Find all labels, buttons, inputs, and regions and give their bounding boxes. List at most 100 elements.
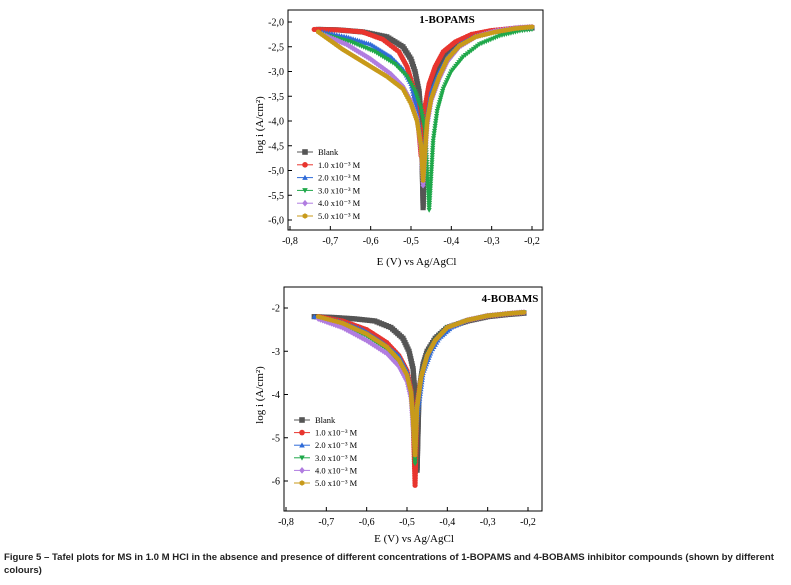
data-point	[426, 208, 432, 213]
x-tick-label: -0,5	[403, 236, 419, 247]
y-tick-label: -5,5	[268, 191, 284, 202]
data-point	[411, 96, 418, 101]
legend-label: 2.0 x10⁻³ M	[315, 440, 358, 450]
data-point	[431, 128, 438, 134]
data-point	[430, 136, 437, 141]
x-tick-label: -0,6	[363, 236, 379, 247]
legend-label: 1.0 x10⁻³ M	[318, 160, 361, 170]
data-point	[419, 111, 425, 117]
legend-label: 2.0 x10⁻³ M	[318, 173, 361, 183]
x-tick-label: -0,4	[443, 236, 459, 247]
data-point	[429, 153, 435, 158]
data-point	[432, 123, 438, 129]
legend-label: Blank	[318, 147, 339, 157]
data-point	[427, 193, 433, 199]
figure-canvas: -0,8 -0,7 -0,6 -0,5 -0,4 -0,3 -0,2 -2,0 -2,5 -3,0…	[254, 9, 544, 545]
data-point	[364, 337, 370, 344]
data-point	[400, 371, 407, 379]
data-point	[427, 188, 433, 194]
data-point	[355, 48, 362, 55]
data-point	[355, 332, 361, 339]
legend-marker	[299, 467, 305, 474]
y-tick-label: -4	[272, 390, 280, 401]
y-tick-label: -4,0	[268, 117, 284, 128]
data-point	[412, 98, 418, 104]
plot-frame	[287, 9, 544, 231]
legend-marker	[299, 417, 305, 423]
data-point	[362, 52, 368, 59]
legend-label: 3.0 x10⁻³ M	[318, 185, 361, 195]
x-tick-label: -0,2	[520, 517, 536, 528]
chart-1-bopams: -0,8 -0,7 -0,6 -0,5 -0,4 -0,3 -0,2 -2,0 -2,5 -3,0…	[254, 9, 544, 268]
series-6	[315, 24, 535, 183]
x-tick-label: -0,2	[524, 236, 540, 247]
data-point	[337, 38, 343, 45]
data-point	[418, 109, 425, 114]
data-point	[411, 93, 417, 99]
x-tick-label: -0,4	[439, 517, 455, 528]
x-axis-title: E (V) vs Ag/AgCl	[377, 256, 457, 268]
data-point	[384, 57, 390, 62]
x-tick-label: -0,7	[318, 517, 334, 528]
data-point	[386, 58, 392, 63]
data-point	[388, 70, 394, 78]
data-point	[529, 24, 535, 30]
data-point	[412, 461, 418, 467]
legend-marker	[299, 442, 305, 448]
data-point	[427, 191, 433, 196]
data-point	[387, 353, 393, 361]
data-point	[432, 126, 438, 132]
data-point	[353, 47, 360, 54]
y-tick-label: -6,0	[268, 216, 284, 227]
x-tick-label: -0,8	[282, 236, 298, 247]
x-tick-label: -0,3	[480, 517, 496, 528]
legend-label: 3.0 x10⁻³ M	[315, 453, 358, 463]
data-point	[366, 338, 372, 345]
data-point	[418, 106, 424, 112]
legend-marker	[299, 429, 305, 436]
legend-marker	[302, 162, 308, 168]
data-point	[432, 121, 439, 127]
data-point	[424, 174, 431, 180]
data-point	[429, 162, 435, 168]
y-tick-label: -5	[272, 433, 280, 444]
y-axis-title: log i (A/cm²)	[254, 366, 266, 424]
x-axis-title: E (V) vs Ag/AgCl	[374, 533, 454, 545]
data-point	[429, 155, 435, 161]
data-point	[419, 113, 426, 119]
legend-marker	[302, 188, 308, 194]
legend-marker	[302, 199, 308, 207]
data-point	[426, 203, 433, 208]
data-point	[433, 116, 439, 122]
data-point	[342, 325, 348, 332]
y-tick-label: -3,5	[268, 92, 284, 103]
data-point	[385, 352, 392, 359]
legend-marker	[302, 174, 308, 180]
data-point	[429, 157, 435, 163]
data-point	[384, 67, 390, 75]
figure-caption: Figure 5 – Tafel plots for MS in 1.0 M H…	[4, 552, 774, 576]
chart-title: 1-BOPAMS	[419, 14, 474, 26]
data-point	[431, 131, 437, 136]
data-point	[428, 167, 435, 173]
data-point	[434, 111, 440, 117]
data-point	[427, 184, 434, 189]
data-point	[430, 143, 436, 149]
data-point	[521, 309, 527, 315]
data-point	[433, 118, 439, 124]
data-point	[372, 49, 378, 55]
data-point	[429, 165, 435, 170]
data-point	[428, 181, 434, 187]
data-point	[335, 37, 341, 44]
data-point	[380, 54, 386, 60]
data-point	[380, 347, 386, 354]
y-tick-label: -4,5	[268, 141, 284, 152]
data-point	[428, 169, 434, 175]
data-point	[431, 133, 437, 139]
y-tick-label: -6	[272, 477, 280, 488]
data-point	[412, 456, 418, 462]
data-point	[370, 57, 376, 64]
data-point	[428, 176, 434, 182]
x-tick-label: -0,3	[484, 236, 500, 247]
y-tick-label: -2,0	[268, 18, 284, 29]
